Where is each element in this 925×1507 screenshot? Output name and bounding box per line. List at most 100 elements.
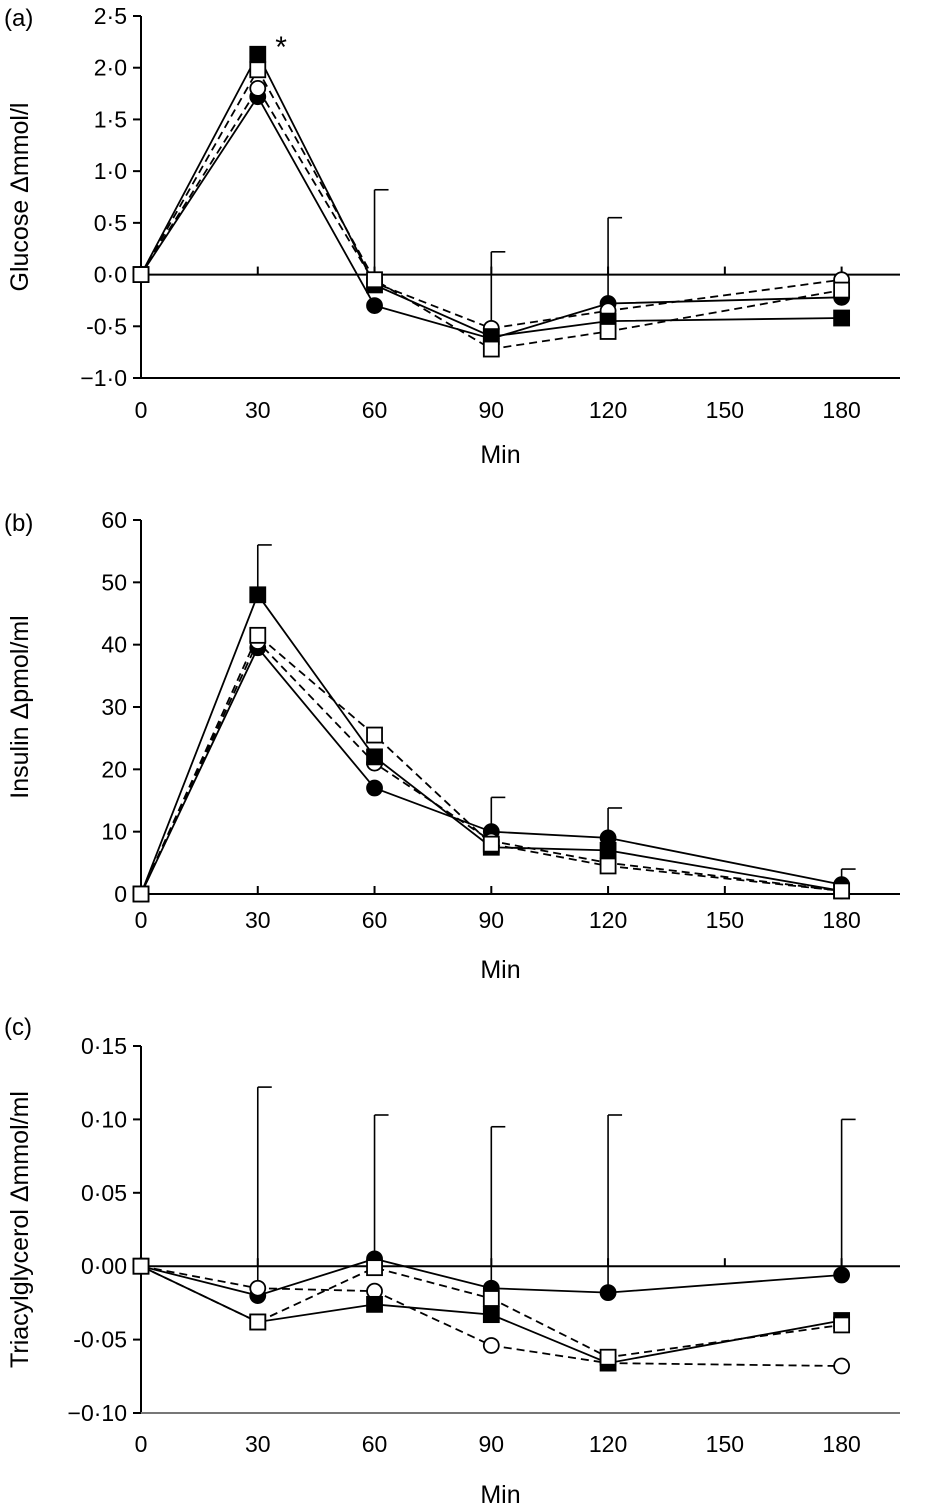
data-point <box>249 45 267 63</box>
x-tick-label: 150 <box>706 907 744 933</box>
data-point <box>482 340 500 358</box>
data-point <box>366 726 383 744</box>
x-tick-label: 30 <box>245 397 271 423</box>
x-tick-label: 120 <box>589 397 627 423</box>
x-tick-label: 120 <box>589 907 627 933</box>
series-line-3 <box>140 592 842 895</box>
data-point <box>366 1259 383 1277</box>
x-tick-label: 0 <box>135 1431 148 1457</box>
x-axis-title: Min <box>480 441 520 469</box>
series-line-2 <box>140 1265 842 1367</box>
x-tick-label: 90 <box>479 1431 505 1457</box>
data-point <box>249 1313 267 1331</box>
x-axis-title: Min <box>480 956 520 984</box>
data-point <box>833 1266 851 1284</box>
y-tick-label: 1·5 <box>94 106 127 132</box>
data-point <box>599 1348 617 1366</box>
series-line-2 <box>140 86 842 330</box>
x-axis-title: Min <box>480 1481 520 1507</box>
x-tick-label: 90 <box>479 907 505 933</box>
chart-panel-a: (a) 2·5 2·0 1·5 1·0 0·5 0·0 -0·5 −1·0 0 30 60 90 120 1… <box>4 3 900 469</box>
series-line-4 <box>140 1265 842 1359</box>
data-point <box>833 1357 851 1375</box>
data-point <box>366 779 383 797</box>
x-tick-label: 150 <box>706 1431 744 1457</box>
y-tick-label: -0·05 <box>73 1327 127 1353</box>
data-point <box>249 626 267 644</box>
data-point <box>249 80 267 97</box>
y-tick-label: 0·15 <box>81 1033 127 1059</box>
data-point <box>249 1279 267 1297</box>
data-point <box>366 1295 383 1313</box>
y-tick-label: 10 <box>101 819 127 845</box>
x-tick-label: 120 <box>589 1431 627 1457</box>
data-point <box>366 297 383 315</box>
x-tick-label: 90 <box>479 397 505 423</box>
x-tick-label: 180 <box>822 907 860 933</box>
y-tick-label: 30 <box>101 694 127 720</box>
series-line-4 <box>140 633 842 895</box>
x-tick-label: 0 <box>135 397 148 423</box>
data-point <box>132 1257 150 1275</box>
y-tick-label: 0·00 <box>81 1253 127 1279</box>
y-tick-label: 0·0 <box>94 262 127 288</box>
y-tick-label: 0·10 <box>81 1106 127 1132</box>
series-line-1 <box>140 94 842 340</box>
chart-panel-b: (b) 60 50 40 30 20 10 00 30 60 90 120 150 180 Min Insul… <box>4 507 900 984</box>
x-tick-label: 60 <box>362 397 388 423</box>
x-tick-label: 30 <box>245 1431 271 1457</box>
chart-panel-c: (c) 0·15 0·10 0·05 0·00 -0·05 −0·10 0 30 60 90 120 1… <box>4 1014 900 1507</box>
y-tick-label: 2·0 <box>94 55 127 81</box>
data-point <box>833 882 851 900</box>
data-point <box>482 1337 500 1354</box>
panel-label: (a) <box>4 5 33 32</box>
x-tick-label: 60 <box>362 1431 388 1457</box>
panel-label: (c) <box>4 1014 32 1041</box>
data-point <box>833 1316 851 1334</box>
data-point <box>366 748 383 766</box>
y-axis-title: Glucose Δmmol/l <box>6 103 34 292</box>
y-axis-title: Triacylglycerol Δmmol/ml <box>6 1091 34 1368</box>
data-point <box>132 885 150 903</box>
data-point <box>599 323 617 340</box>
data-point <box>599 1284 617 1302</box>
series-line-1 <box>140 646 842 895</box>
data-point <box>599 841 617 859</box>
data-point <box>366 271 383 289</box>
x-tick-label: 150 <box>706 397 744 423</box>
series-line-3 <box>140 52 842 338</box>
y-tick-label: −1·0 <box>80 365 127 391</box>
series-line-4 <box>140 67 842 350</box>
y-axis-title: Insulin Δpmol/ml <box>6 615 34 798</box>
panel-label: (b) <box>4 510 33 537</box>
y-tick-label: 1·0 <box>94 158 127 184</box>
x-tick-label: 180 <box>822 1431 860 1457</box>
data-point <box>833 309 851 327</box>
y-tick-label: 0 <box>114 881 127 907</box>
y-tick-label: 2·5 <box>94 3 127 29</box>
data-point <box>599 857 617 875</box>
y-tick-label: 60 <box>101 507 127 533</box>
data-point <box>833 281 851 299</box>
y-tick-label: 0·5 <box>94 210 127 236</box>
data-point <box>482 835 500 853</box>
data-point <box>482 1290 500 1307</box>
series-line-2 <box>140 639 842 895</box>
series-line-1 <box>140 1257 842 1297</box>
y-tick-label: 40 <box>101 632 127 658</box>
x-tick-label: 180 <box>822 397 860 423</box>
y-tick-label: 20 <box>101 756 127 782</box>
significance-annotation: * <box>275 31 287 64</box>
y-tick-label: 0·05 <box>81 1180 127 1206</box>
y-tick-label: -0·5 <box>86 313 127 339</box>
x-tick-label: 0 <box>135 907 148 933</box>
y-tick-label: −0·10 <box>68 1400 127 1426</box>
data-point <box>132 266 150 283</box>
data-point <box>249 586 267 604</box>
data-point <box>482 1306 500 1324</box>
x-tick-label: 30 <box>245 907 271 933</box>
x-tick-label: 60 <box>362 907 388 933</box>
y-tick-label: 50 <box>101 569 127 595</box>
data-point <box>249 61 267 79</box>
